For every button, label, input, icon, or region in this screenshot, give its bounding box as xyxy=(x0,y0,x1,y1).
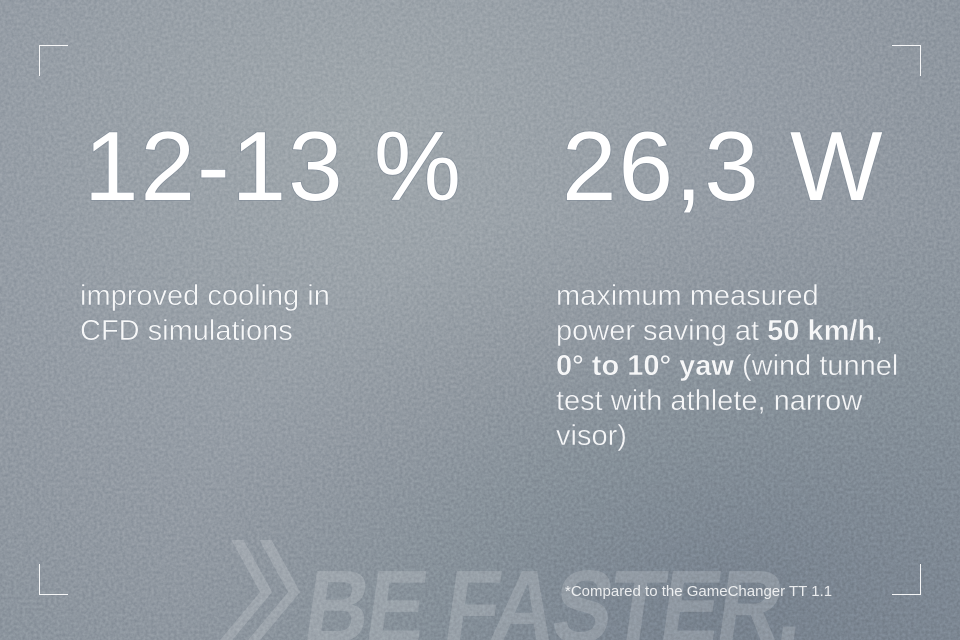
svg-text:12-13 %: 12-13 % xyxy=(84,111,463,221)
svg-text:26,3 W: 26,3 W xyxy=(562,111,884,221)
